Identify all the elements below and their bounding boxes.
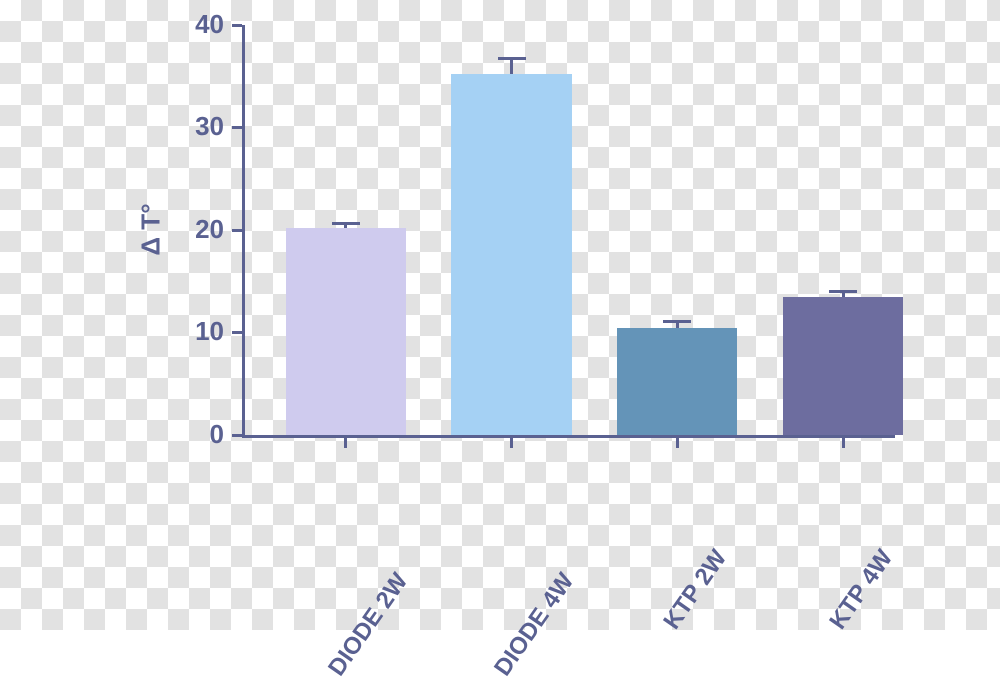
error-cap xyxy=(332,222,360,225)
y-tick xyxy=(232,331,242,334)
y-tick xyxy=(232,434,242,437)
x-tick xyxy=(676,438,679,448)
bar xyxy=(617,328,737,435)
y-tick-label: 0 xyxy=(174,419,224,450)
chart-canvas: 010203040Δ T°DIODE 2WDIODE 4WKTP 2WKTP 4… xyxy=(0,0,1000,630)
error-cap xyxy=(829,290,857,293)
error-cap xyxy=(498,57,526,60)
y-tick-label: 10 xyxy=(174,316,224,347)
x-tick xyxy=(510,438,513,448)
bar xyxy=(451,74,571,435)
y-axis-label: Δ T° xyxy=(136,203,167,255)
y-tick xyxy=(232,229,242,232)
error-cap xyxy=(663,320,691,323)
x-axis xyxy=(242,435,895,438)
bar xyxy=(783,297,903,435)
error-bar xyxy=(510,59,513,74)
bar xyxy=(286,228,406,435)
y-axis xyxy=(242,25,245,438)
y-tick-label: 40 xyxy=(174,9,224,40)
y-tick xyxy=(232,126,242,129)
x-tick xyxy=(842,438,845,448)
plot-area: 010203040Δ T°DIODE 2WDIODE 4WKTP 2WKTP 4… xyxy=(245,25,895,435)
y-tick-label: 30 xyxy=(174,111,224,142)
y-tick-label: 20 xyxy=(174,214,224,245)
y-tick xyxy=(232,24,242,27)
x-tick xyxy=(344,438,347,448)
